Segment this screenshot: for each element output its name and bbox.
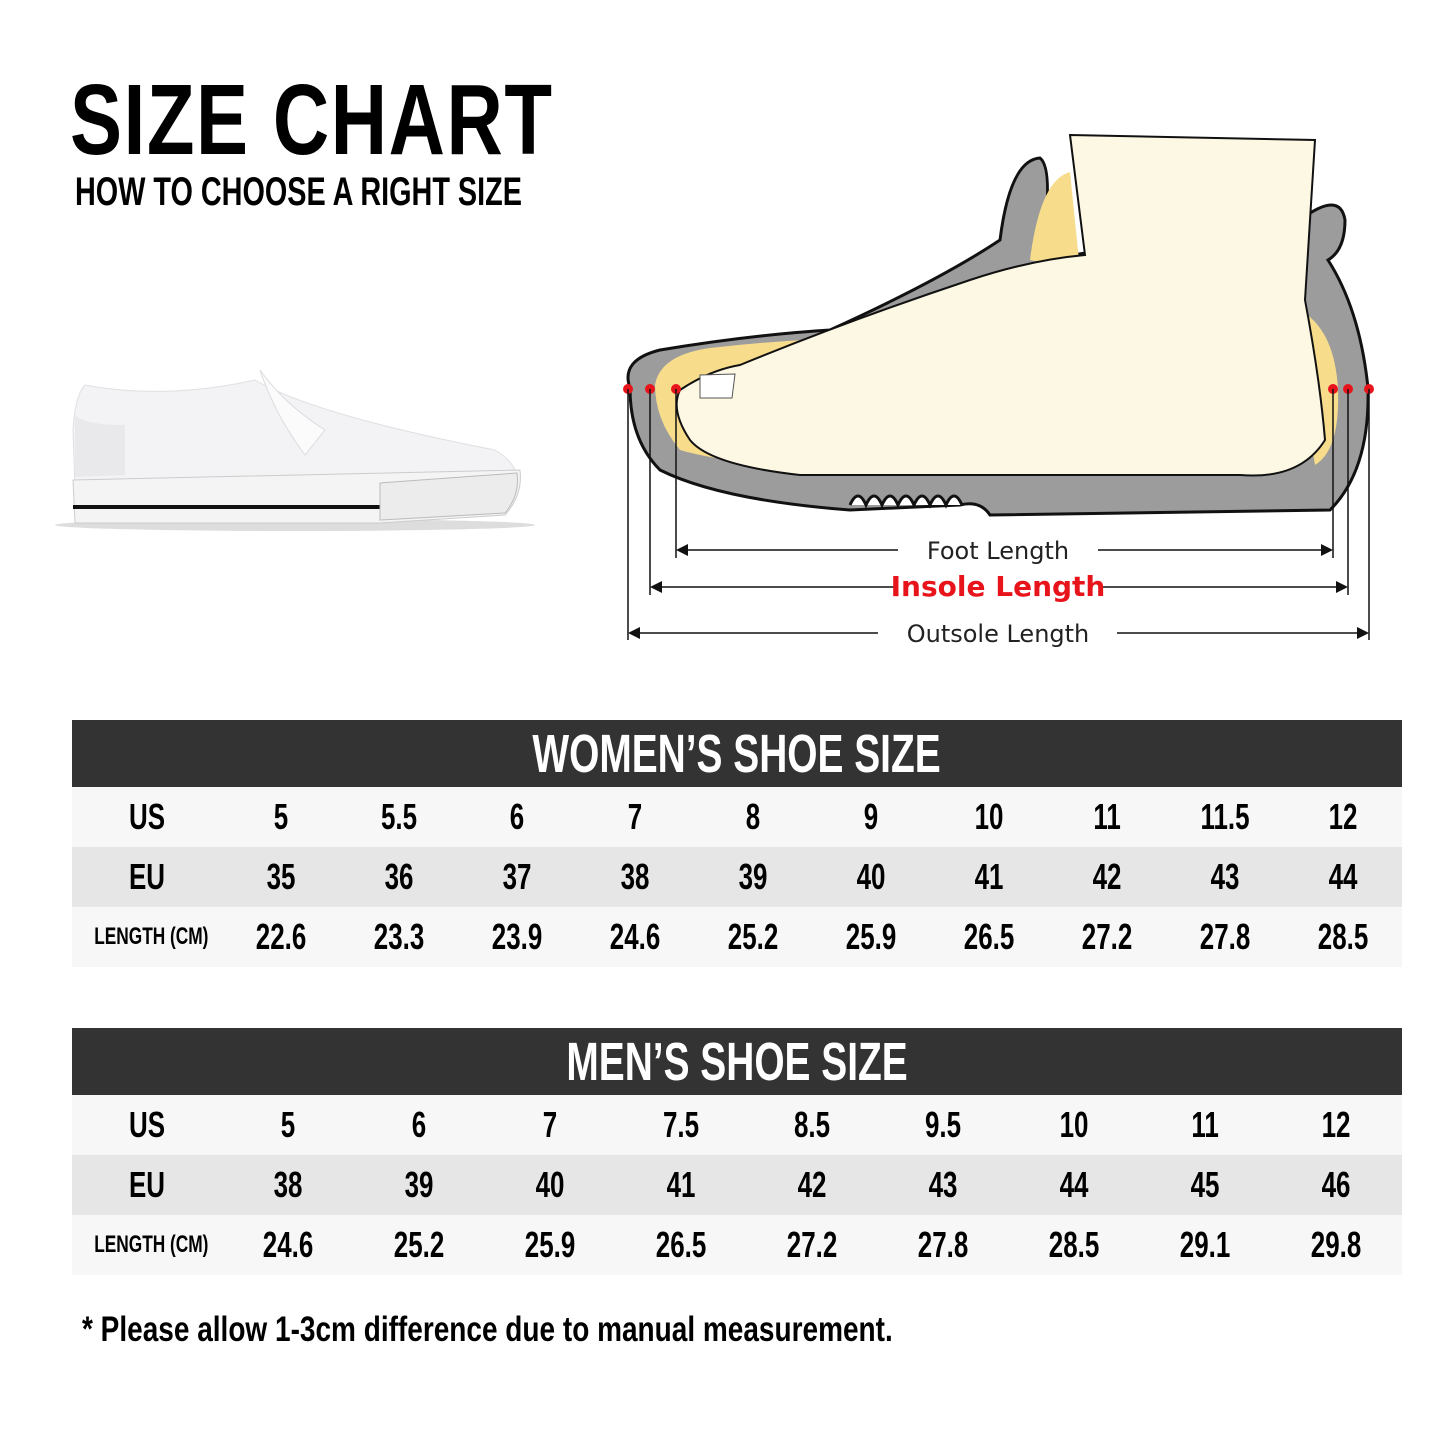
table-cell: 24.6 [262, 1224, 313, 1265]
table-cell: 27.8 [1199, 916, 1251, 957]
table-cell: 8 [745, 796, 761, 837]
table-cell: 25.2 [393, 1224, 444, 1265]
table-cell: 36 [384, 856, 414, 897]
table-cell: 38 [620, 856, 650, 897]
row-label: US [128, 1104, 165, 1145]
table-cell: 7 [627, 796, 643, 837]
table-cell: 11 [1191, 1104, 1220, 1145]
table-cell: 22.6 [255, 916, 307, 957]
table-cell: 5 [273, 796, 289, 837]
table-cell: 9.5 [925, 1104, 962, 1145]
table-cell: 40 [535, 1164, 565, 1205]
table-cell: 46 [1322, 1164, 1351, 1205]
row-label: EU [128, 856, 165, 897]
table-cell: 23.3 [373, 916, 425, 957]
table-cell: 27.2 [786, 1224, 838, 1265]
row-label: LENGTH (CM) [94, 1231, 209, 1258]
foot-length-label: Foot Length [927, 537, 1069, 565]
table-cell: 12 [1328, 796, 1358, 837]
table-cell: 24.6 [609, 916, 661, 957]
outsole-length-label: Outsole Length [907, 620, 1090, 648]
table-cell: 10 [974, 796, 1004, 837]
table-cell: 42 [1092, 856, 1122, 897]
table-cell: 38 [273, 1164, 302, 1205]
mens-size-table: MEN’S SHOE SIZE US 5 6 7 7.5 8.5 9.5 10 11 12 EU 38… [72, 1028, 1402, 1275]
mens-table-title: MEN’S SHOE SIZE [72, 1028, 1402, 1095]
table-cell: 27.8 [917, 1224, 969, 1265]
table-cell: 5 [280, 1104, 295, 1145]
table-cell: 8.5 [793, 1104, 831, 1145]
women-us-row: US 5 5.5 6 7 8 9 10 11 11.5 12 [72, 787, 1402, 847]
table-cell: 6 [411, 1104, 426, 1145]
table-cell: 11 [1093, 796, 1121, 837]
men-us-row: US 5 6 7 7.5 8.5 9.5 10 11 12 [72, 1095, 1402, 1155]
table-cell: 7 [542, 1104, 557, 1145]
foot-measurement-diagram: Foot Length Insole Length Outsole Length [623, 133, 1374, 648]
table-cell: 40 [856, 856, 886, 897]
womens-table-title: WOMEN’S SHOE SIZE [72, 720, 1402, 787]
table-cell: 7.5 [662, 1104, 699, 1145]
table-cell: 11.5 [1200, 796, 1250, 837]
table-cell: 23.9 [491, 916, 543, 957]
table-cell: 39 [404, 1164, 434, 1205]
table-cell: 9 [863, 796, 879, 837]
table-cell: 29.1 [1180, 1224, 1231, 1265]
table-cell: 26.5 [655, 1224, 707, 1265]
table-cell: 43 [928, 1164, 958, 1205]
row-label: US [128, 796, 165, 837]
insole-length-label: Insole Length [891, 570, 1106, 603]
page-subtitle: HOW TO CHOOSE A RIGHT SIZE [75, 170, 522, 214]
table-cell: 28.5 [1048, 1224, 1100, 1265]
table-cell: 6 [509, 796, 525, 837]
table-cell: 25.9 [845, 916, 897, 957]
table-cell: 39 [738, 856, 768, 897]
measurement-footnote: * Please allow 1-3cm difference due to m… [82, 1310, 893, 1349]
womens-size-table: WOMEN’S SHOE SIZE US 5 5.5 6 7 8 9 10 11 11.5 12 EU… [72, 720, 1402, 967]
table-cell: 41 [666, 1164, 696, 1205]
table-cell: 42 [797, 1164, 827, 1205]
table-cell: 43 [1210, 856, 1240, 897]
table-cell: 41 [974, 856, 1004, 897]
table-cell: 35 [266, 856, 296, 897]
slip-on-shoe-image [55, 369, 535, 531]
women-eu-row: EU 35 36 37 38 39 40 41 42 43 44 [72, 847, 1402, 907]
page-title: SIZE CHART [70, 64, 554, 176]
table-cell: 5.5 [380, 796, 418, 837]
table-cell: 27.2 [1081, 916, 1133, 957]
table-cell: 26.5 [963, 916, 1015, 957]
table-cell: 29.8 [1311, 1224, 1362, 1265]
men-length-row: LENGTH (CM) 24.6 25.2 25.9 26.5 27.2 27.8 28.5 2… [72, 1215, 1402, 1275]
table-cell: 44 [1059, 1164, 1089, 1205]
table-cell: 45 [1190, 1164, 1220, 1205]
table-cell: 10 [1059, 1104, 1089, 1145]
table-cell: 44 [1328, 856, 1358, 897]
row-label: EU [128, 1164, 165, 1205]
men-eu-row: EU 38 39 40 41 42 43 44 45 46 [72, 1155, 1402, 1215]
table-cell: 28.5 [1317, 916, 1369, 957]
table-cell: 25.2 [727, 916, 779, 957]
table-cell: 12 [1322, 1104, 1351, 1145]
foot-shape [675, 133, 1327, 477]
table-cell: 25.9 [524, 1224, 576, 1265]
women-length-row: LENGTH (CM) 22.6 23.3 23.9 24.6 25.2 25.9 26.5 2… [72, 907, 1402, 967]
table-cell: 37 [502, 856, 532, 897]
row-label: LENGTH (CM) [94, 923, 209, 950]
